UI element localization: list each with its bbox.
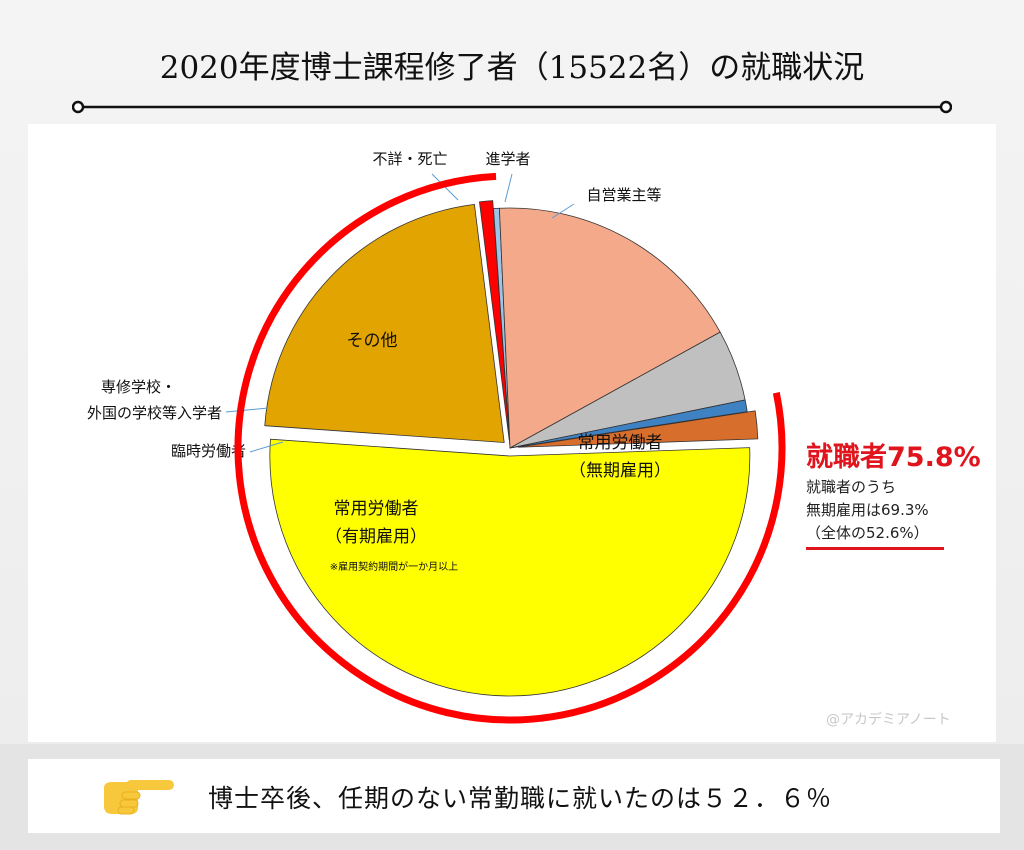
leader-line-shingaku [504, 173, 513, 203]
slice-label-rinji: 臨時労働者 [171, 442, 246, 460]
pie-slice-shingaku [509, 399, 748, 449]
slice-note-yukiki: ※雇用契約期間が一か月以上 [330, 560, 458, 573]
summary-line-2: 無期雇用は69.3% [806, 501, 929, 519]
pie-slice-jiei [517, 410, 759, 448]
summary-line-1: 就職者のうち [806, 478, 897, 496]
employed-arc-outline [234, 172, 786, 724]
leader-line-jiei [551, 203, 575, 219]
slice-label-mukiki-2: （無期雇用） [569, 461, 671, 481]
leader-line-senshu [225, 407, 269, 413]
leader-line-rinji [249, 441, 284, 453]
bottom-message: 博士卒後、任期のない常勤職に就いたのは５２．６％ [208, 784, 833, 813]
page-title: 2020年度博士課程修了者（15522名）の就職状況 [159, 50, 865, 86]
pie-slice-sonota [498, 207, 721, 449]
watermark: @アカデミアノート [826, 712, 951, 728]
employment-summary: 就職者75.8% 就職者のうち 無期雇用は69.3% （全体の52.6%） [806, 440, 1006, 550]
pie-chart: 常用労働者 （無期雇用） 常用労働者 （有期雇用） ※雇用契約期間が一か月以上 臨時労働者… [87, 150, 786, 724]
slice-label-fusho: 不詳・死亡 [372, 150, 447, 168]
slice-label-senshu: 専修学校・ [101, 378, 176, 396]
pointing-hand-icon [104, 780, 174, 815]
slice-label-yukiki: 常用労働者 [334, 499, 419, 519]
title-underline [72, 100, 952, 114]
slice-label-senshu-2: 外国の学校等入学者 [87, 404, 222, 422]
slice-label-jiei: 自営業主等 [586, 186, 661, 204]
pie-slice-rinji [479, 200, 510, 441]
pie-slice-mukiki [269, 438, 751, 697]
summary-title: 就職者75.8% [806, 442, 981, 473]
summary-underline [806, 547, 944, 550]
summary-line-3: （全体の52.6%） [806, 524, 929, 542]
pie-slice-yukiki [264, 203, 505, 443]
bottom-box [28, 759, 1000, 833]
slice-label-yukiki-2: （有期雇用） [325, 527, 427, 547]
slice-label-mukiki: 常用労働者 [578, 433, 663, 453]
slice-label-sonota: その他 [347, 331, 398, 351]
slice-label-shingaku: 進学者 [485, 150, 530, 168]
